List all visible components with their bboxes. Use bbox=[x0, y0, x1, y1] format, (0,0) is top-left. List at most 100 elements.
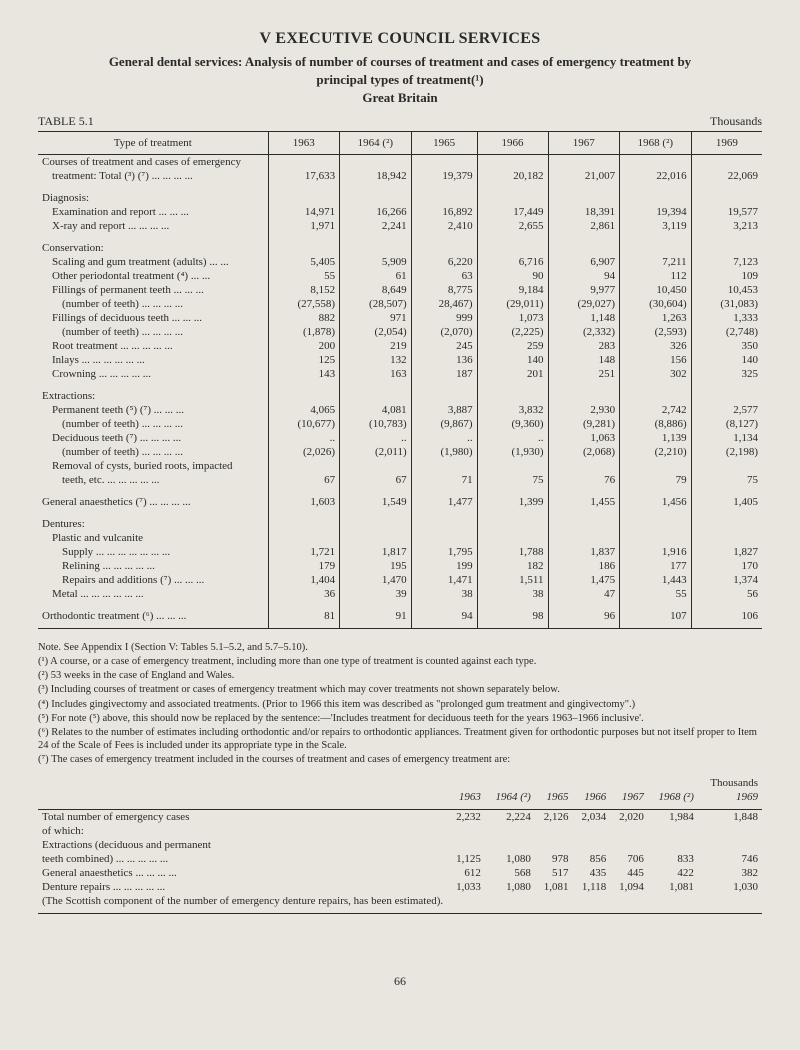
cell: 1,837 bbox=[548, 545, 620, 559]
cell: 1,081 bbox=[535, 880, 573, 894]
cell: 882 bbox=[268, 311, 340, 325]
cell bbox=[548, 191, 620, 205]
cell: 978 bbox=[535, 852, 573, 866]
cell bbox=[573, 894, 611, 914]
row-label: Fillings of permanent teeth ... ... ... bbox=[38, 283, 268, 297]
cell bbox=[573, 824, 611, 838]
table-row bbox=[38, 601, 762, 609]
cell: (2,070) bbox=[411, 325, 477, 339]
cell: 1,475 bbox=[548, 573, 620, 587]
table-row: Repairs and additions (⁷) ... ... ...1,4… bbox=[38, 573, 762, 587]
cell: 19,394 bbox=[620, 205, 692, 219]
cell: 4,065 bbox=[268, 403, 340, 417]
note-4: (⁴) Includes gingivectomy and associated… bbox=[38, 698, 762, 711]
cell: 136 bbox=[411, 353, 477, 367]
cell: 19,577 bbox=[691, 205, 762, 219]
cell: 6,907 bbox=[548, 255, 620, 269]
cell: 422 bbox=[648, 866, 698, 880]
cell: 1,263 bbox=[620, 311, 692, 325]
row-label: Denture repairs ... ... ... ... ... bbox=[38, 880, 447, 894]
cell: 2,577 bbox=[691, 403, 762, 417]
cell bbox=[340, 389, 412, 403]
cell: 1,094 bbox=[610, 880, 648, 894]
cell: 22,016 bbox=[620, 169, 692, 183]
table-row: treatment: Total (³) (⁷) ... ... ... ...… bbox=[38, 169, 762, 183]
table-row: (number of teeth) ... ... ... ...(2,026)… bbox=[38, 445, 762, 459]
cell: 76 bbox=[548, 473, 620, 487]
cell: 96 bbox=[548, 609, 620, 629]
table-row bbox=[38, 183, 762, 191]
cell: 17,449 bbox=[477, 205, 548, 219]
cell bbox=[268, 517, 340, 531]
cell bbox=[610, 838, 648, 852]
cell: 201 bbox=[477, 367, 548, 381]
year-head: 1969 bbox=[691, 132, 762, 155]
cell: 4,081 bbox=[340, 403, 412, 417]
cell bbox=[268, 191, 340, 205]
cell: 1,134 bbox=[691, 431, 762, 445]
cell: 1,030 bbox=[698, 880, 762, 894]
sub-year-row: 1963 1964 (²) 1965 1966 1967 1968 (²) 19… bbox=[38, 790, 762, 810]
cell bbox=[691, 531, 762, 545]
cell: 1,827 bbox=[691, 545, 762, 559]
cell: 195 bbox=[340, 559, 412, 573]
cell bbox=[535, 838, 573, 852]
cell: 9,184 bbox=[477, 283, 548, 297]
row-label: Permanent teeth (⁵) (⁷) ... ... ... bbox=[38, 403, 268, 417]
cell: (8,127) bbox=[691, 417, 762, 431]
table-row: Extractions (deciduous and permanent bbox=[38, 838, 762, 852]
cell: 2,232 bbox=[447, 810, 485, 825]
table-row: Conservation: bbox=[38, 241, 762, 255]
cell: 107 bbox=[620, 609, 692, 629]
cell bbox=[340, 155, 412, 170]
row-label: General anaesthetics (⁷) ... ... ... ... bbox=[38, 495, 268, 509]
table-row: (The Scottish component of the number of… bbox=[38, 894, 762, 914]
year-head: 1963 bbox=[268, 132, 340, 155]
cell: 1,404 bbox=[268, 573, 340, 587]
table-row: Root treatment ... ... ... ... ...200219… bbox=[38, 339, 762, 353]
row-label: Fillings of deciduous teeth ... ... ... bbox=[38, 311, 268, 325]
cell: 1,063 bbox=[548, 431, 620, 445]
cell bbox=[691, 517, 762, 531]
cell: 39 bbox=[340, 587, 412, 601]
cell: 10,453 bbox=[691, 283, 762, 297]
cell: 2,126 bbox=[535, 810, 573, 825]
cell: 1,125 bbox=[447, 852, 485, 866]
cell: 746 bbox=[698, 852, 762, 866]
cell: 21,007 bbox=[548, 169, 620, 183]
table-row bbox=[38, 509, 762, 517]
cell: 325 bbox=[691, 367, 762, 381]
year-head: 1965 bbox=[411, 132, 477, 155]
cell: 98 bbox=[477, 609, 548, 629]
row-label: Scaling and gum treatment (adults) ... .… bbox=[38, 255, 268, 269]
note-1: (¹) A course, or a case of emergency tre… bbox=[38, 655, 762, 668]
sub-table: Thousands 1963 1964 (²) 1965 1966 1967 1… bbox=[38, 776, 762, 914]
cell: (28,507) bbox=[340, 297, 412, 311]
cell: (27,558) bbox=[268, 297, 340, 311]
table-row: Examination and report ... ... ...14,971… bbox=[38, 205, 762, 219]
note-7: (⁷) The cases of emergency treatment inc… bbox=[38, 753, 762, 766]
cell bbox=[620, 517, 692, 531]
cell bbox=[485, 838, 535, 852]
cell: 177 bbox=[620, 559, 692, 573]
cell: .. bbox=[411, 431, 477, 445]
cell bbox=[610, 824, 648, 838]
cell: 140 bbox=[477, 353, 548, 367]
page-title: V EXECUTIVE COUNCIL SERVICES bbox=[38, 30, 762, 48]
table-row: Fillings of deciduous teeth ... ... ...8… bbox=[38, 311, 762, 325]
cell: (10,677) bbox=[268, 417, 340, 431]
cell bbox=[620, 241, 692, 255]
cell: 163 bbox=[340, 367, 412, 381]
cell: 1,549 bbox=[340, 495, 412, 509]
table-row: Supply ... ... ... ... ... ... ...1,7211… bbox=[38, 545, 762, 559]
sub-year: 1963 bbox=[447, 790, 485, 810]
cell: (30,604) bbox=[620, 297, 692, 311]
cell: 18,942 bbox=[340, 169, 412, 183]
cell: 67 bbox=[268, 473, 340, 487]
table-row: Fillings of permanent teeth ... ... ...8… bbox=[38, 283, 762, 297]
table-row: (number of teeth) ... ... ... ...(10,677… bbox=[38, 417, 762, 431]
row-label: teeth combined) ... ... ... ... ... bbox=[38, 852, 447, 866]
table-row: (number of teeth) ... ... ... ...(27,558… bbox=[38, 297, 762, 311]
cell: 350 bbox=[691, 339, 762, 353]
cell bbox=[477, 191, 548, 205]
